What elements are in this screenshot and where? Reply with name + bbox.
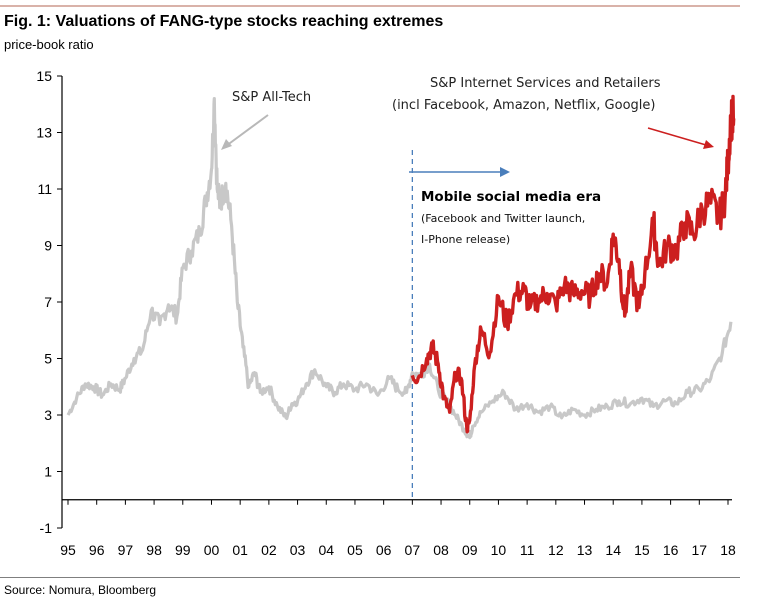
x-tick-label: 18: [720, 542, 736, 558]
x-tick-label: 15: [634, 542, 650, 558]
annotation-all-tech: S&P All-Tech: [232, 90, 311, 105]
y-axis-unit-label: price-book ratio: [4, 37, 94, 52]
y-tick-label: 5: [44, 351, 52, 367]
x-axis-ticks: 95 96 97 98 99 00 01 02 03 04 05 06 07 08 09 10 11 12 13 14…: [60, 499, 736, 558]
series-line-sp-internet-retailers: [410, 94, 736, 434]
x-tick-label: 05: [347, 542, 363, 558]
x-tick-label: 10: [491, 542, 507, 558]
x-tick-label: 12: [548, 542, 564, 558]
x-tick-label: 03: [290, 542, 306, 558]
x-tick-label: 97: [118, 542, 134, 558]
x-tick-label: 14: [605, 542, 621, 558]
annotation-internet-line1: S&P Internet Services and Retailers: [430, 76, 661, 91]
series-group: [66, 94, 736, 440]
annotation-era-line2: (Facebook and Twitter launch,: [421, 212, 585, 225]
x-tick-label: 11: [520, 542, 535, 558]
x-tick-label: 06: [376, 542, 392, 558]
annotation-all-tech-arrowhead: [221, 139, 232, 150]
x-tick-label: 07: [405, 542, 421, 558]
annotation-all-tech-arrow: [225, 114, 269, 147]
y-tick-label: 11: [37, 181, 52, 197]
annotation-internet-arrow: [647, 127, 707, 146]
x-tick-label: 16: [663, 542, 679, 558]
top-rule: [0, 5, 740, 7]
x-tick-label: 98: [146, 542, 162, 558]
annotation-internet-arrowhead: [703, 140, 714, 149]
x-tick-label: 04: [318, 542, 334, 558]
y-tick-label: 13: [36, 125, 52, 141]
y-tick-label: -1: [40, 520, 53, 536]
x-tick-label: 01: [232, 542, 248, 558]
y-tick-label: 1: [44, 464, 52, 480]
x-tick-label: 09: [462, 542, 478, 558]
y-tick-label: 3: [44, 407, 52, 423]
x-tick-label: 17: [692, 542, 708, 558]
annotation-era-line3: I-Phone release): [421, 233, 510, 246]
x-tick-label: 02: [261, 542, 277, 558]
x-tick-label: 95: [60, 542, 76, 558]
axes: [61, 76, 732, 528]
era-arrowhead: [500, 167, 510, 177]
y-tick-label: 9: [44, 238, 52, 254]
x-tick-label: 00: [204, 542, 220, 558]
chart-title: Fig. 1: Valuations of FANG-type stocks r…: [4, 13, 444, 30]
x-tick-label: 96: [89, 542, 105, 558]
annotation-internet-line2: (incl Facebook, Amazon, Netflix, Google): [392, 98, 655, 113]
x-tick-label: 99: [175, 542, 191, 558]
x-tick-label: 13: [577, 542, 593, 558]
y-tick-label: 7: [44, 294, 52, 310]
series-line-sp-all-tech: [66, 97, 733, 440]
source-note: Source: Nomura, Bloomberg: [4, 583, 157, 597]
bottom-rule: [0, 577, 740, 578]
annotation-era-title: Mobile social media era: [421, 189, 601, 205]
y-tick-label: 15: [36, 68, 52, 84]
x-tick-label: 08: [433, 542, 449, 558]
